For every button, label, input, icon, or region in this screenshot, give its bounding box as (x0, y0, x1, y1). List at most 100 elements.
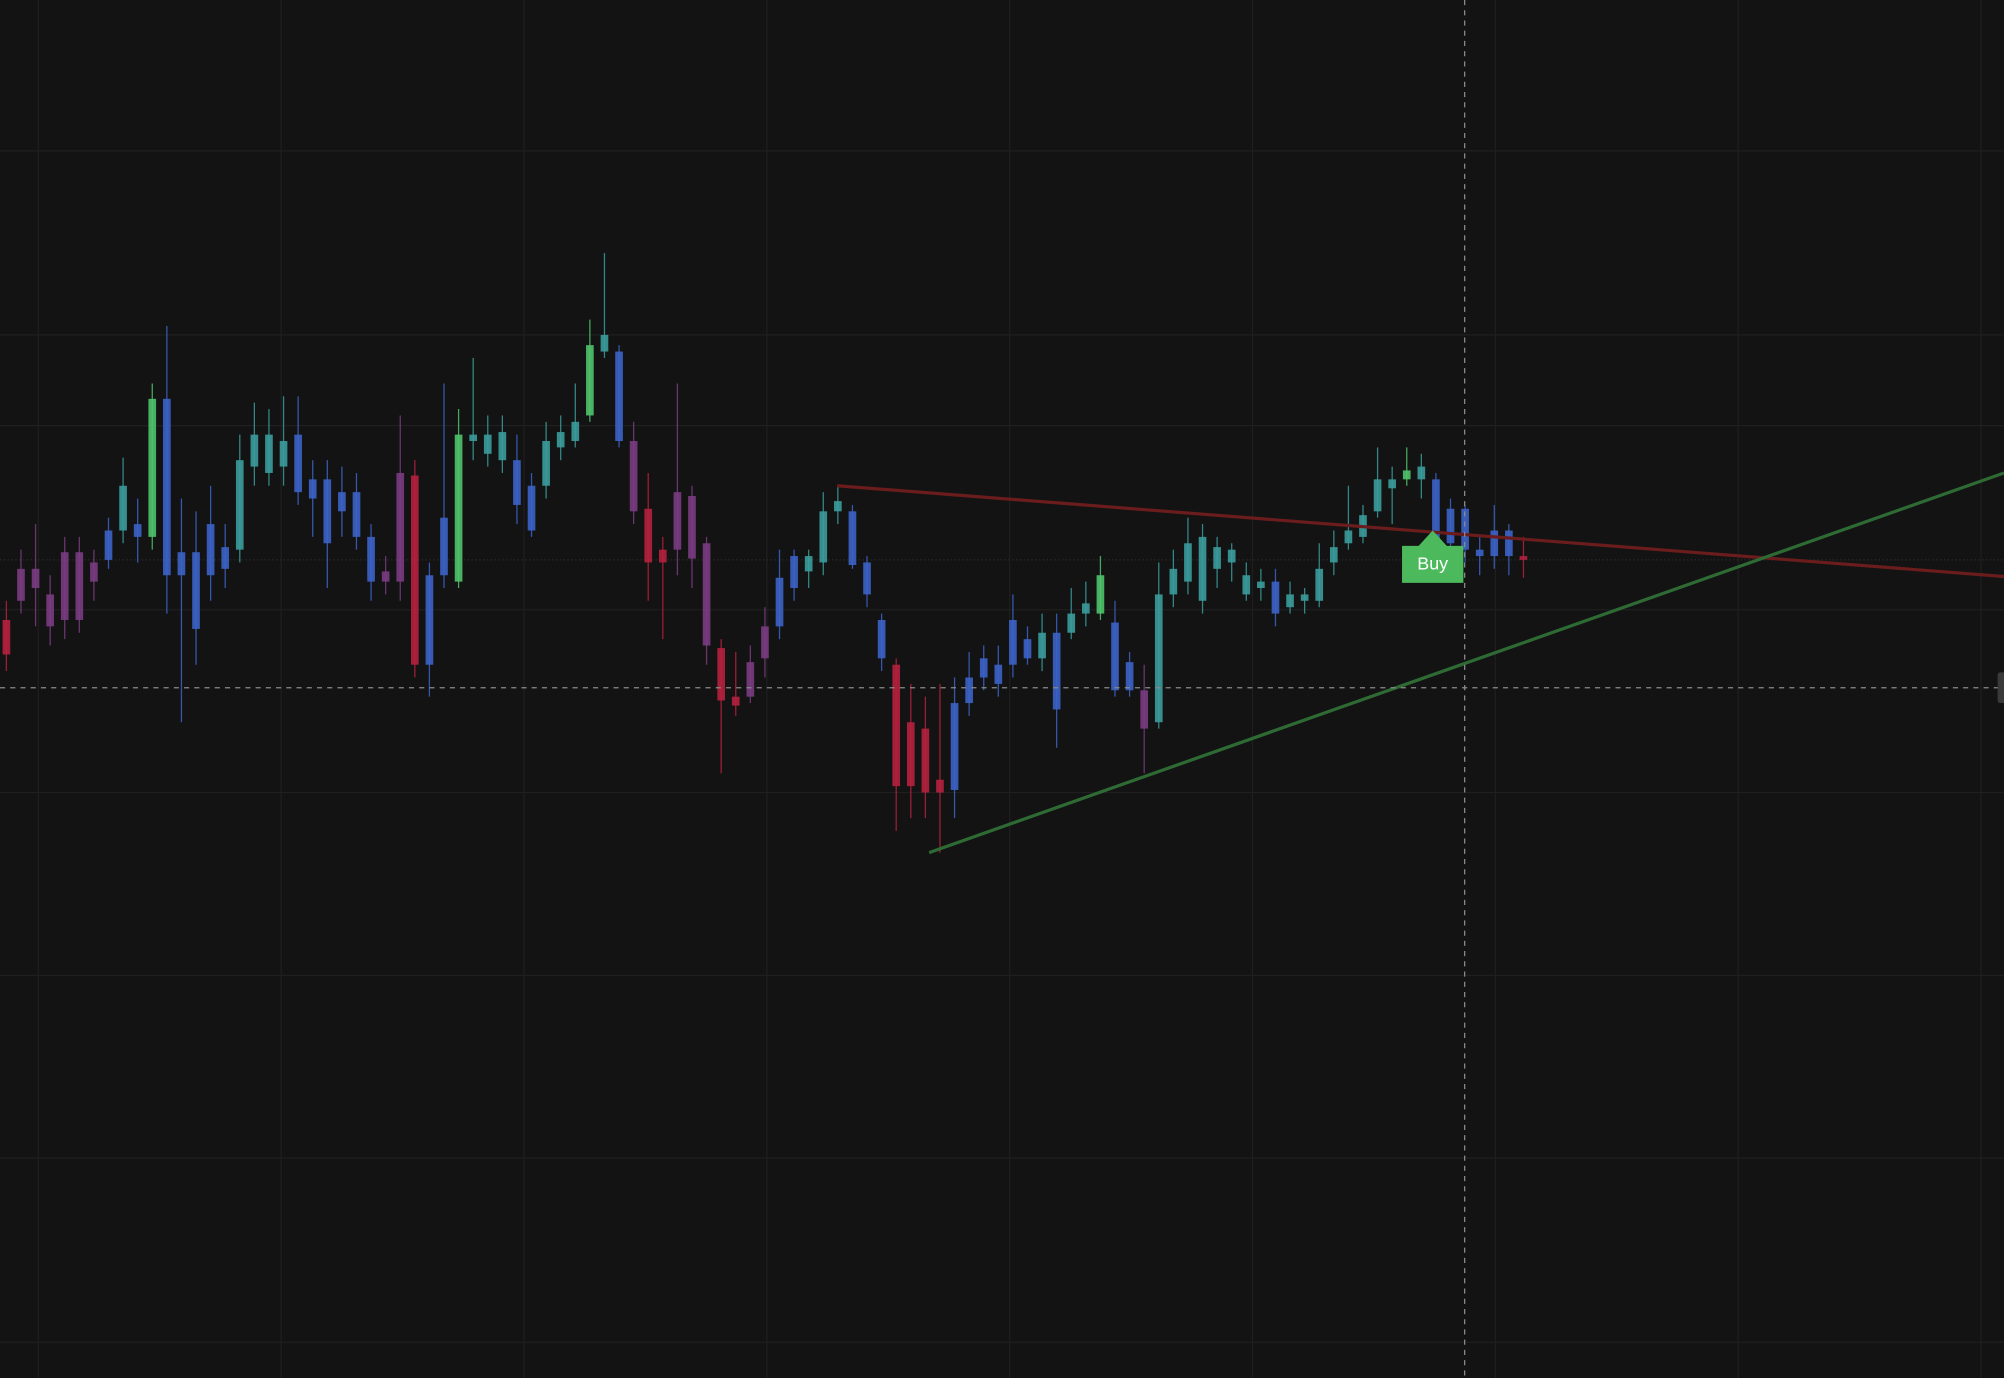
candle-body (396, 472, 405, 582)
buy-label[interactable]: Buy (1417, 554, 1448, 574)
candle-body (527, 485, 536, 531)
candle-body (279, 441, 288, 467)
candle-body (367, 536, 375, 582)
candle-body (1286, 594, 1294, 608)
candle-body (979, 658, 988, 678)
candle-body (1417, 466, 1426, 480)
candle-body (1446, 508, 1455, 544)
candle-body (775, 577, 784, 627)
candle-body (148, 398, 157, 537)
candle-body (1082, 603, 1090, 614)
candle-body (1052, 632, 1061, 710)
candle-body (542, 441, 550, 486)
candle-body (1009, 619, 1017, 665)
candle-body (1023, 639, 1032, 659)
candle-body (60, 552, 69, 620)
candle-body (1169, 568, 1178, 595)
candle-body (483, 434, 492, 454)
candle-body (1432, 479, 1440, 544)
candle-body (615, 351, 623, 442)
candle-body (600, 334, 609, 352)
candle-body (469, 434, 478, 442)
candle-body (352, 492, 361, 537)
candle-body (425, 575, 434, 665)
support-trendline[interactable] (928, 471, 2004, 855)
candle-body (1184, 543, 1192, 582)
candle-body (673, 492, 682, 550)
candle-body (250, 434, 259, 467)
candle-body (1213, 547, 1221, 569)
candle-body (1490, 530, 1499, 557)
candle-body (235, 460, 244, 550)
candle-body (308, 479, 317, 499)
candles (2, 253, 1528, 853)
resistance-trendline[interactable] (837, 484, 2004, 579)
candle-body (1475, 549, 1484, 557)
candle-body (877, 619, 886, 659)
candle-body (2, 619, 11, 655)
candle-body (921, 728, 930, 793)
candle-body (31, 568, 40, 589)
candle-body (1198, 536, 1207, 601)
candle-body (629, 441, 638, 512)
candle-body (381, 571, 390, 582)
candle-body (658, 549, 667, 563)
buy-signal[interactable]: Buy (1402, 530, 1464, 583)
candle-body (1111, 622, 1119, 691)
candle-body (177, 552, 186, 576)
candle-body (790, 556, 798, 589)
candle-body (133, 524, 142, 537)
candle-body (1227, 549, 1236, 563)
candle-body (731, 696, 740, 706)
candle-body (163, 398, 171, 576)
candle-body (17, 568, 25, 601)
candle-body (936, 779, 944, 793)
candle-body (75, 552, 84, 620)
candle-body (323, 479, 332, 544)
candle-body (90, 562, 98, 582)
candle-body (221, 547, 230, 569)
price-scale-marker (1997, 672, 2004, 704)
candle-body (1067, 613, 1076, 633)
candle-body (688, 495, 696, 559)
candle-body (717, 648, 725, 701)
candle-body (804, 556, 813, 572)
candle-body (1505, 530, 1513, 557)
candle-body (513, 460, 521, 505)
candle-body (104, 530, 113, 560)
candle-body (1096, 575, 1105, 614)
candle-body (994, 664, 1003, 684)
candle-body (1038, 632, 1046, 659)
candle-body (265, 434, 273, 473)
candle-body (834, 501, 842, 512)
candle-body (410, 475, 419, 665)
candle-body (556, 432, 565, 448)
candle-body (1388, 479, 1396, 489)
candle-body (1257, 581, 1265, 589)
candle-body (338, 492, 346, 512)
candle-body (454, 434, 463, 582)
candle-body (1300, 594, 1309, 601)
candle-body (119, 485, 127, 531)
candle-body (571, 421, 580, 442)
candle-body (1373, 479, 1382, 512)
candle-body (761, 626, 769, 659)
candle-body (1519, 556, 1528, 560)
candle-body (1271, 581, 1280, 614)
candle-body (1461, 508, 1469, 550)
candle-body (1315, 568, 1324, 601)
candle-body (46, 594, 54, 627)
candle-body (294, 434, 302, 493)
candle-body (440, 517, 448, 576)
candle-body (644, 508, 653, 563)
buy-label-box[interactable] (1402, 530, 1464, 583)
candle-body (586, 345, 594, 416)
candle-body (702, 543, 711, 646)
candle-body (1125, 662, 1134, 691)
candle-body (1402, 470, 1411, 480)
candle-body (1242, 575, 1251, 595)
candle-body (950, 703, 959, 790)
